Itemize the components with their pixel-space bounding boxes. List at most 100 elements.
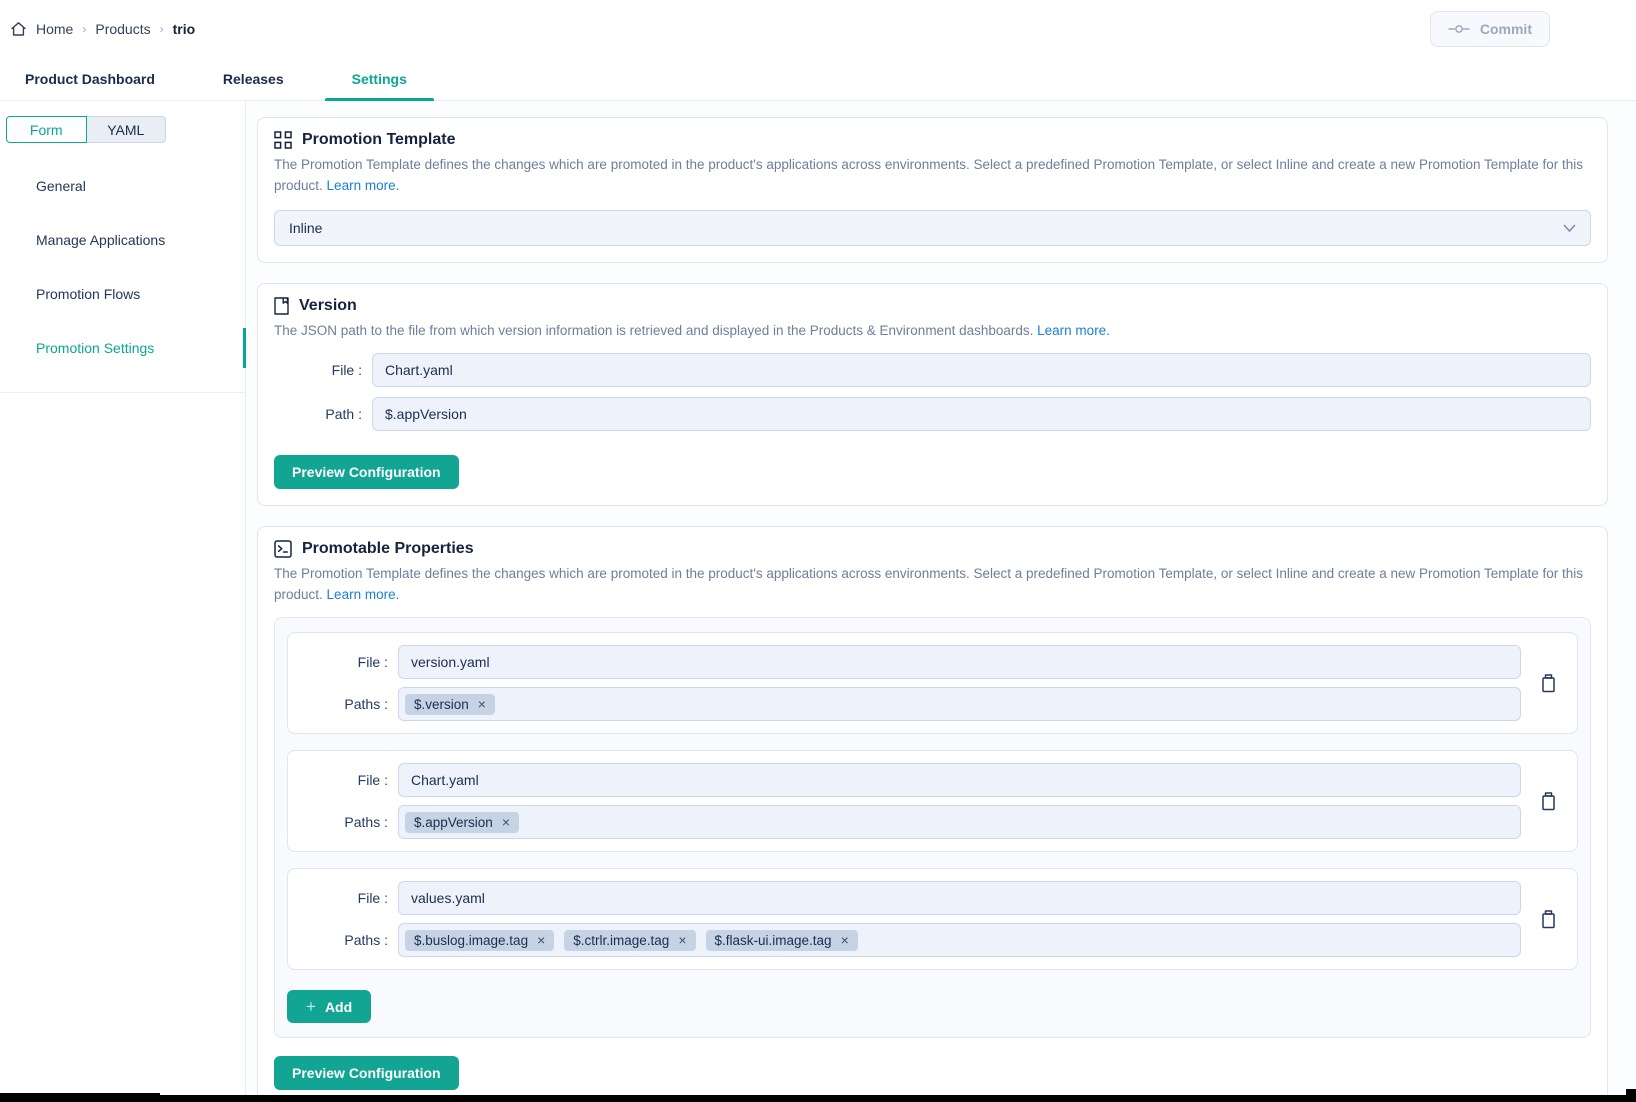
remove-path-icon[interactable]: × (840, 932, 849, 948)
promotion-template-learn-more-link[interactable]: Learn more. (326, 178, 400, 193)
version-description-text: The JSON path to the file from which ver… (274, 323, 1034, 338)
version-description: The JSON path to the file from which ver… (274, 320, 1591, 341)
delete-property-button[interactable] (1521, 645, 1575, 721)
path-tag: $.appVersion × (405, 811, 519, 833)
form-view-toggle[interactable]: Form (6, 116, 87, 143)
promotable-properties-description-text: The Promotion Template defines the chang… (274, 566, 1584, 602)
trash-icon (1541, 673, 1555, 692)
bottom-right-black-corner (1626, 1089, 1636, 1102)
path-tag-label: $.flask-ui.image.tag (714, 932, 832, 948)
template-group-icon (274, 131, 292, 149)
promotable-preview-configuration-button[interactable]: Preview Configuration (274, 1056, 459, 1090)
property-file-line: File : values.yaml (300, 881, 1521, 915)
breadcrumb-current-product: trio (172, 21, 196, 37)
path-tag-label: $.version (414, 696, 469, 712)
top-header: Home › Products › trio Commit (0, 0, 1636, 58)
breadcrumb-products[interactable]: Products (95, 21, 151, 37)
git-commit-icon (1448, 21, 1470, 37)
promotion-template-title: Promotion Template (302, 131, 456, 148)
property-fields: File : values.yaml Paths : $.buslog.imag… (300, 881, 1521, 957)
path-tag-label: $.appVersion (414, 814, 493, 830)
version-card: Version The JSON path to the file from w… (257, 283, 1608, 506)
property-fields: File : Chart.yaml Paths : $.appVersion × (300, 763, 1521, 839)
version-file-icon (274, 297, 289, 315)
file-label: File : (357, 772, 388, 788)
sidebar-item-promotion-flows[interactable]: Promotion Flows (36, 286, 141, 302)
version-path-input[interactable]: $.appVersion (372, 397, 1591, 431)
version-header: Version (274, 297, 1591, 315)
path-tag-label: $.ctrlr.image.tag (573, 932, 670, 948)
version-path-line: Path : $.appVersion (274, 397, 1591, 431)
promotable-properties-title: Promotable Properties (302, 540, 474, 557)
delete-property-button[interactable] (1521, 763, 1575, 839)
add-property-button[interactable]: + Add (287, 990, 372, 1023)
breadcrumb: Home › Products › trio (10, 21, 195, 37)
delete-property-button[interactable] (1521, 881, 1575, 957)
remove-path-icon[interactable]: × (501, 814, 510, 830)
promotable-properties-header: Promotable Properties (274, 540, 1591, 558)
settings-sidebar: Form YAML General Manage Applications Pr… (0, 101, 246, 1102)
yaml-view-toggle[interactable]: YAML (86, 116, 166, 143)
paths-input[interactable]: $.appVersion × (398, 805, 1521, 839)
promotable-properties-description: The Promotion Template defines the chang… (274, 563, 1591, 605)
bottom-black-bar (0, 1095, 1636, 1102)
view-mode-toggle: Form YAML (6, 116, 166, 143)
property-paths-line: Paths : $.buslog.image.tag × $.ctrlr.image… (300, 923, 1521, 957)
file-input[interactable]: version.yaml (398, 645, 1521, 679)
trash-icon (1541, 791, 1555, 810)
sidebar-item-manage-applications[interactable]: Manage Applications (36, 232, 166, 248)
version-file-input[interactable]: Chart.yaml (372, 353, 1591, 387)
tab-product-dashboard[interactable]: Product Dashboard (25, 71, 155, 87)
sidebar-divider (0, 392, 245, 393)
add-button-label: Add (324, 998, 353, 1015)
promotable-properties-learn-more-link[interactable]: Learn more. (326, 587, 400, 602)
breadcrumb-separator-icon: › (82, 22, 87, 36)
path-tag: $.flask-ui.image.tag × (705, 929, 858, 951)
breadcrumb-home[interactable]: Home (36, 21, 74, 37)
trash-icon (1541, 909, 1555, 928)
path-tag-label: $.buslog.image.tag (414, 932, 529, 948)
home-icon[interactable] (10, 21, 27, 37)
path-tag: $.version × (405, 693, 495, 715)
promotion-template-description-text: The Promotion Template defines the chang… (274, 157, 1584, 193)
remove-path-icon[interactable]: × (537, 932, 546, 948)
version-learn-more-link[interactable]: Learn more. (1037, 323, 1110, 338)
paths-input[interactable]: $.buslog.image.tag × $.ctrlr.image.tag × $.f… (398, 923, 1521, 957)
version-file-line: File : Chart.yaml (274, 353, 1591, 387)
property-file-line: File : version.yaml (300, 645, 1521, 679)
version-preview-configuration-button[interactable]: Preview Configuration (274, 455, 459, 489)
breadcrumb-separator-icon: › (159, 22, 164, 36)
promotion-template-select[interactable]: Inline (274, 210, 1591, 246)
version-file-label: File : (331, 362, 362, 378)
tab-releases[interactable]: Releases (222, 71, 284, 87)
file-input[interactable]: values.yaml (398, 881, 1521, 915)
paths-label: Paths : (344, 814, 388, 830)
promotable-property-row: File : values.yaml Paths : $.buslog.imag… (287, 868, 1578, 970)
promotable-property-row: File : version.yaml Paths : $.version × (287, 632, 1578, 734)
promotable-properties-rows-container: File : version.yaml Paths : $.version × F… (274, 617, 1591, 1038)
bottom-left-black-bar (0, 1093, 160, 1102)
promotion-template-description: The Promotion Template defines the chang… (274, 154, 1591, 196)
promotable-properties-card: Promotable Properties The Promotion Temp… (257, 526, 1608, 1102)
sidebar-item-general[interactable]: General (36, 178, 86, 194)
version-path-label: Path : (325, 406, 362, 422)
promotion-template-header: Promotion Template (274, 131, 1591, 149)
file-label: File : (357, 654, 388, 670)
commit-button[interactable]: Commit (1429, 11, 1550, 47)
tab-settings[interactable]: Settings (324, 71, 435, 101)
paths-input[interactable]: $.version × (398, 687, 1521, 721)
settings-main: Promotion Template The Promotion Templat… (246, 101, 1636, 1102)
property-fields: File : version.yaml Paths : $.version × (300, 645, 1521, 721)
paths-label: Paths : (344, 696, 388, 712)
file-input[interactable]: Chart.yaml (398, 763, 1521, 797)
property-paths-line: Paths : $.version × (300, 687, 1521, 721)
terminal-icon (274, 540, 292, 558)
path-tag: $.ctrlr.image.tag × (564, 929, 696, 951)
property-paths-line: Paths : $.appVersion × (300, 805, 1521, 839)
remove-path-icon[interactable]: × (477, 696, 486, 712)
promotable-property-row: File : Chart.yaml Paths : $.appVersion × (287, 750, 1578, 852)
chevron-down-icon (1563, 220, 1576, 236)
sidebar-item-promotion-settings[interactable]: Promotion Settings (0, 328, 246, 368)
remove-path-icon[interactable]: × (678, 932, 687, 948)
commit-button-label: Commit (1479, 21, 1532, 37)
